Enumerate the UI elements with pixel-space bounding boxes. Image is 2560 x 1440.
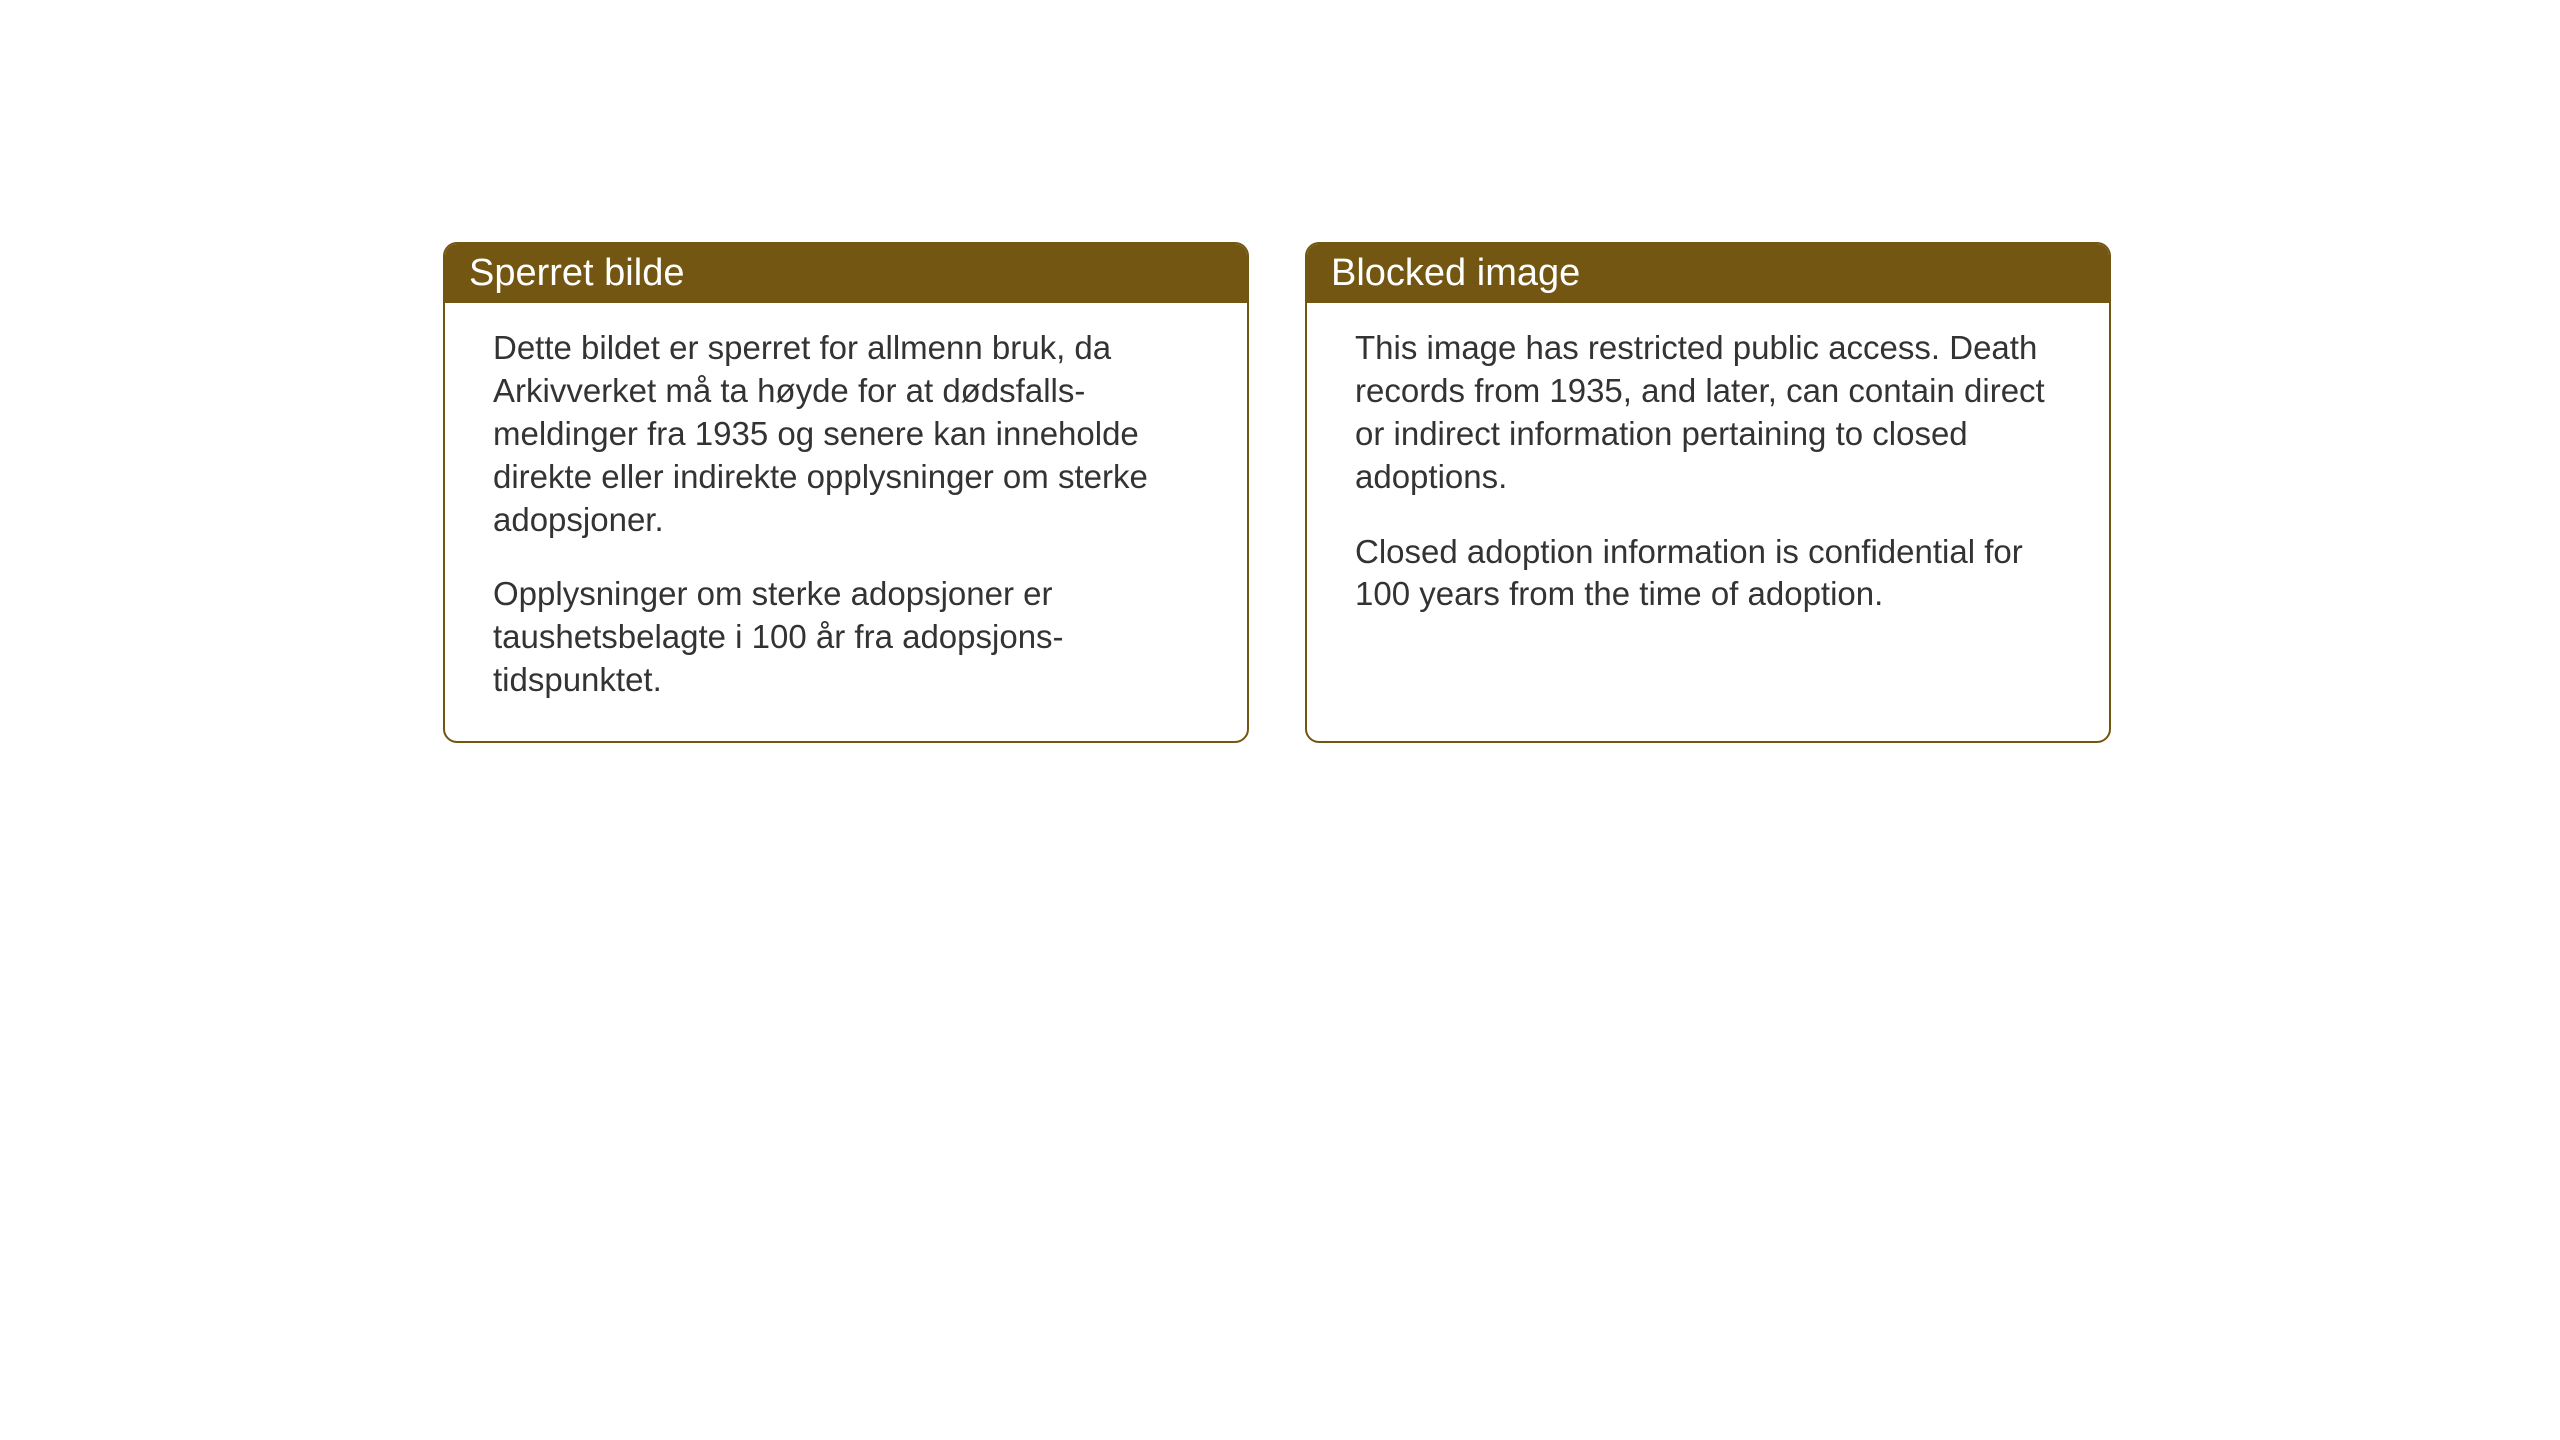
notice-header-english: Blocked image <box>1307 244 2109 303</box>
notice-body-english: This image has restricted public access.… <box>1307 303 2109 741</box>
notice-paragraph-norwegian-1: Dette bildet er sperret for allmenn bruk… <box>493 327 1199 541</box>
notice-box-norwegian: Sperret bilde Dette bildet er sperret fo… <box>443 242 1249 743</box>
notice-title-norwegian: Sperret bilde <box>469 252 684 294</box>
notice-paragraph-english-1: This image has restricted public access.… <box>1355 327 2061 499</box>
notice-header-norwegian: Sperret bilde <box>445 244 1247 303</box>
notice-paragraph-english-2: Closed adoption information is confident… <box>1355 531 2061 617</box>
notice-title-english: Blocked image <box>1331 252 1580 294</box>
notice-container: Sperret bilde Dette bildet er sperret fo… <box>443 242 2111 743</box>
notice-paragraph-norwegian-2: Opplysninger om sterke adopsjoner er tau… <box>493 573 1199 702</box>
notice-box-english: Blocked image This image has restricted … <box>1305 242 2111 743</box>
notice-body-norwegian: Dette bildet er sperret for allmenn bruk… <box>445 303 1247 741</box>
